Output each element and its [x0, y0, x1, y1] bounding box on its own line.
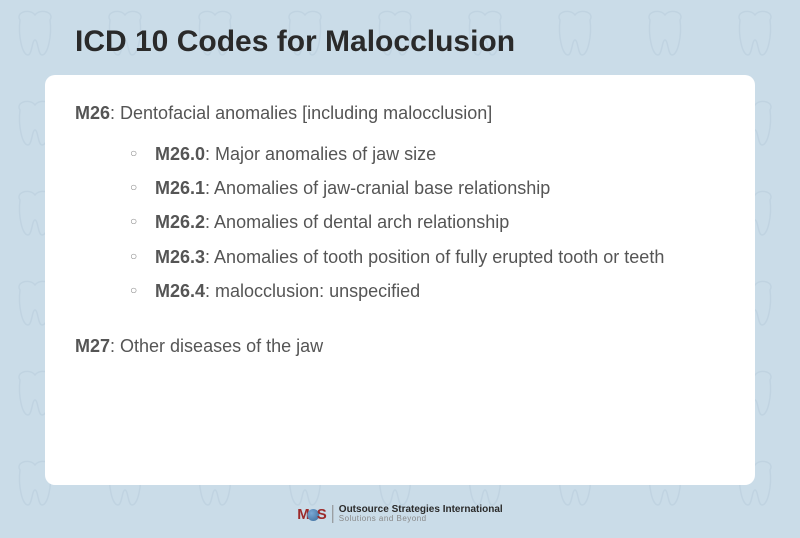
- content-card: M26: Dentofacial anomalies [including ma…: [45, 75, 755, 485]
- list-item: M26.2: Anomalies of dental arch relation…: [130, 205, 725, 239]
- sub-code-description: malocclusion: unspecified: [215, 281, 420, 301]
- page-title: ICD 10 Codes for Malocclusion: [75, 25, 515, 59]
- colon: :: [110, 336, 120, 356]
- sub-code-description: Anomalies of tooth position of fully eru…: [214, 247, 664, 267]
- colon: :: [205, 144, 215, 164]
- logo-text-block: Outsource Strategies International Solut…: [332, 505, 503, 523]
- sub-code-label: M26.3: [155, 247, 205, 267]
- colon: :: [205, 281, 215, 301]
- code-description: Dentofacial anomalies [including maloccl…: [120, 103, 492, 123]
- code-label: M26: [75, 103, 110, 123]
- sub-code-label: M26.4: [155, 281, 205, 301]
- sub-code-label: M26.2: [155, 212, 205, 232]
- sub-code-label: M26.0: [155, 144, 205, 164]
- logo-mark: MS: [297, 506, 326, 523]
- colon: :: [205, 178, 214, 198]
- colon: :: [205, 247, 214, 267]
- list-item: M26.1: Anomalies of jaw-cranial base rel…: [130, 171, 725, 205]
- sub-code-list: M26.0: Major anomalies of jaw size M26.1…: [75, 137, 725, 308]
- code-description: Other diseases of the jaw: [120, 336, 323, 356]
- logo-letter-s: S: [317, 506, 326, 523]
- colon: :: [110, 103, 120, 123]
- footer-logo: MS Outsource Strategies International So…: [297, 505, 502, 523]
- sub-code-description: Anomalies of dental arch relationship: [214, 212, 509, 232]
- tagline: Solutions and Beyond: [339, 515, 503, 523]
- main-code-0: M26: Dentofacial anomalies [including ma…: [75, 100, 725, 127]
- code-label: M27: [75, 336, 110, 356]
- main-code-1: M27: Other diseases of the jaw: [75, 333, 725, 360]
- list-item: M26.4: malocclusion: unspecified: [130, 274, 725, 308]
- list-item: M26.3: Anomalies of tooth position of fu…: [130, 240, 725, 274]
- sub-code-description: Major anomalies of jaw size: [215, 144, 436, 164]
- colon: :: [205, 212, 214, 232]
- sub-code-description: Anomalies of jaw-cranial base relationsh…: [214, 178, 550, 198]
- sub-code-label: M26.1: [155, 178, 205, 198]
- list-item: M26.0: Major anomalies of jaw size: [130, 137, 725, 171]
